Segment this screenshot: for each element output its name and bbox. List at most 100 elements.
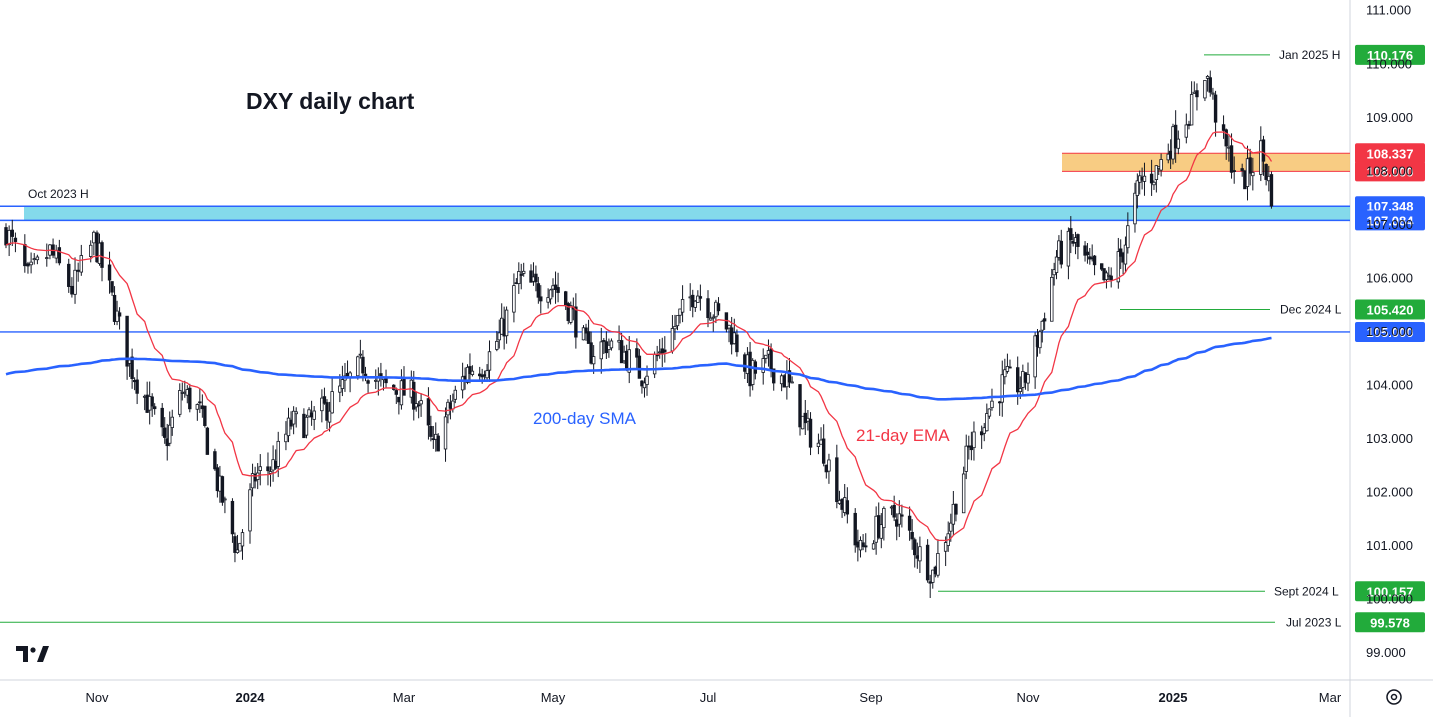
candle-body: [843, 497, 847, 513]
y-tick-label: 108.000: [1366, 163, 1413, 178]
candle-body: [163, 427, 167, 438]
candle-body: [89, 244, 93, 257]
candle-body: [745, 354, 750, 374]
candle-body: [304, 416, 309, 436]
candle-body: [73, 269, 77, 295]
candle-body: [392, 384, 396, 390]
candle-body: [13, 237, 18, 242]
x-tick-label: 2024: [236, 690, 266, 705]
candle-body: [429, 426, 433, 437]
price-tag-bg: [1355, 210, 1425, 231]
candle-body: [900, 514, 904, 517]
candle-body: [238, 542, 242, 552]
candle-body: [871, 543, 876, 550]
candle-body: [987, 408, 992, 417]
sma-200-line: [5, 336, 1272, 401]
candle-body: [1213, 94, 1218, 123]
candle-body: [711, 316, 715, 319]
level-annotation: Jan 2025 H: [1279, 48, 1340, 62]
y-tick-label: 107.000: [1366, 217, 1413, 232]
y-tick-label: 105.000: [1366, 324, 1413, 339]
candle-body: [233, 536, 237, 553]
candle-body: [213, 451, 217, 470]
candle-body: [512, 285, 516, 313]
candle-body: [291, 410, 296, 425]
price-tag-text: 108.337: [1367, 146, 1414, 161]
candle-body: [1261, 139, 1266, 162]
price-tag: 110.176: [1355, 44, 1425, 65]
candle-body: [936, 553, 940, 576]
candle-body: [787, 370, 792, 383]
candle-body: [589, 342, 593, 364]
candle-body: [581, 327, 586, 341]
candle-body: [110, 281, 114, 293]
zone-band: [1062, 153, 1350, 172]
candle-body: [835, 457, 839, 503]
candle-body: [761, 358, 765, 373]
candle-body: [79, 255, 84, 273]
candle-body: [853, 512, 857, 546]
candle-body: [465, 366, 470, 383]
candle-body: [1005, 366, 1010, 372]
logo-mark-left: [16, 646, 28, 662]
candle-body: [591, 356, 596, 365]
candle-body: [845, 500, 850, 515]
candle-body: [1203, 79, 1207, 99]
candle-body: [696, 295, 700, 303]
candle-body: [584, 327, 588, 334]
candle-body: [276, 440, 280, 467]
x-tick-label: Nov: [1016, 690, 1040, 705]
y-tick-label: 104.000: [1366, 378, 1413, 393]
candle-body: [1227, 146, 1231, 149]
candle-body: [470, 370, 475, 375]
candle-body: [152, 406, 157, 410]
zone-band: [24, 206, 1350, 221]
candle-body: [750, 359, 755, 385]
candle-body: [487, 351, 492, 371]
y-tick-label: 110.000: [1366, 56, 1412, 71]
candle-body: [125, 315, 129, 367]
candle-body: [1050, 276, 1054, 322]
candle-body: [327, 410, 332, 423]
price-tag: 99.578: [1355, 612, 1425, 633]
candle-body: [882, 507, 886, 529]
candle-body: [645, 375, 649, 385]
y-tick-label: 100.000: [1366, 592, 1413, 607]
candle-body: [663, 349, 667, 353]
candle-body: [7, 229, 11, 246]
candle-body: [45, 257, 49, 259]
candle-body: [782, 375, 786, 388]
candle-body: [178, 390, 182, 415]
candle-body: [943, 542, 948, 552]
candle-body: [548, 289, 553, 300]
candle-body: [627, 349, 631, 373]
candle-body: [675, 315, 680, 327]
candle-body: [1033, 335, 1037, 378]
candle-body: [230, 500, 235, 535]
candle-body: [673, 326, 677, 330]
candle-body: [443, 416, 448, 450]
gear-icon[interactable]: [1386, 689, 1402, 705]
price-tag-bg: [1355, 44, 1425, 65]
candle-body: [517, 271, 521, 284]
candle-body: [1042, 318, 1047, 322]
candle-body: [1092, 255, 1097, 266]
candle-body: [356, 356, 360, 377]
price-tag-text: 99.578: [1370, 615, 1410, 630]
candle-body: [806, 417, 810, 422]
candle-body: [732, 332, 736, 345]
candle-body: [931, 569, 935, 583]
y-tick-label: 109.000: [1366, 110, 1413, 125]
candle-body: [954, 503, 958, 515]
candle-body: [1251, 172, 1255, 177]
candle-body: [1171, 126, 1175, 160]
candle-body: [497, 332, 501, 341]
candle-body: [1154, 165, 1159, 180]
candle-body: [195, 404, 200, 410]
candle-body: [609, 340, 614, 349]
candle-body: [735, 334, 739, 353]
candle-body: [816, 442, 821, 448]
candle-body: [100, 242, 104, 268]
candle-body: [1269, 174, 1274, 207]
